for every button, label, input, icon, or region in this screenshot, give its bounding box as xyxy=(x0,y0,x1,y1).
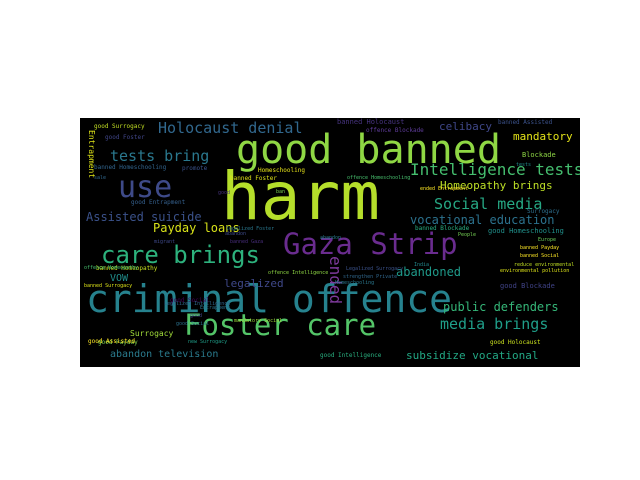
word: banned Foster xyxy=(230,175,277,182)
word: media brings xyxy=(440,315,549,333)
word: sale xyxy=(94,175,107,181)
word: good banned xyxy=(236,127,501,173)
word: banned Assisted xyxy=(498,119,553,126)
word: Holocaust denial xyxy=(158,119,303,137)
word: use xyxy=(118,170,173,205)
word: abandon xyxy=(320,235,342,241)
word: good Homeschooling xyxy=(488,227,564,235)
word: subsidize vocational xyxy=(406,349,539,362)
word: Social media xyxy=(434,195,543,213)
word: Foster care xyxy=(184,308,377,342)
word: abandoned xyxy=(396,265,462,279)
word: banned Gaza xyxy=(230,239,264,245)
word: good Entrapment xyxy=(131,199,186,206)
word: criminal offence xyxy=(86,277,453,321)
word: tests xyxy=(516,162,532,168)
word: Gaza Strip xyxy=(283,227,458,261)
word: legalized Foster xyxy=(226,226,275,232)
word: Homeopathy brings xyxy=(440,179,553,192)
word: celibacy xyxy=(439,120,492,133)
word: public defenders xyxy=(443,300,559,314)
word: banned Homeopathy xyxy=(96,265,158,272)
word: reduce environmental xyxy=(514,262,575,268)
word: abandon xyxy=(225,231,247,237)
word: good Assisted xyxy=(88,338,135,345)
word: banned Payday xyxy=(520,245,560,251)
word: People xyxy=(458,232,477,238)
word: good Surrogacy xyxy=(94,123,145,130)
word: environmental pollution xyxy=(500,268,570,274)
word: VOW xyxy=(110,273,129,284)
word: legalized xyxy=(224,277,284,290)
word: Homeschooling xyxy=(335,280,375,286)
word: Europe xyxy=(538,237,557,243)
word: banned Social xyxy=(520,253,560,259)
word: abandon television xyxy=(110,349,219,360)
word: good xyxy=(218,190,231,196)
word: Legalized Surrogacy xyxy=(346,266,404,272)
word: promote xyxy=(182,165,208,172)
word: ban xyxy=(276,189,286,195)
word: Entrapment xyxy=(200,305,231,311)
word: banned Surrogacy xyxy=(84,283,133,289)
word: good Blockade xyxy=(500,282,555,290)
word: good Payday xyxy=(98,339,138,346)
word: Payday loans xyxy=(153,221,240,235)
word: banned Blockade xyxy=(415,225,470,232)
word: vocational education xyxy=(410,213,555,227)
word: Surrogacy xyxy=(130,329,174,338)
word: good xyxy=(190,313,203,319)
word: banned Homeschooling xyxy=(94,164,167,171)
word: offence Intelligence xyxy=(268,270,329,276)
word: good Intelligence xyxy=(320,352,382,359)
word: offence Homeopathy xyxy=(84,265,139,271)
word: tests bring xyxy=(110,147,210,165)
word: Assisted suicide xyxy=(86,210,202,224)
word: good Foster xyxy=(105,134,145,141)
word: good Social xyxy=(176,321,210,327)
word: mandatory Social xyxy=(234,318,283,324)
word: offence Homeschooling xyxy=(347,175,411,181)
word: Surrogacy xyxy=(527,208,560,215)
word: harm xyxy=(221,158,380,235)
word: new Surrogacy xyxy=(188,339,228,345)
word: Blockade xyxy=(522,151,556,159)
word: ended Entrapment xyxy=(420,186,469,192)
word: good Social xyxy=(170,297,210,304)
word-cloud: harm criminal offence good banned Gaza S… xyxy=(80,118,580,367)
word: good Holocaust xyxy=(490,339,541,346)
word: India xyxy=(414,262,430,268)
word: Homeschooling xyxy=(258,167,305,174)
word: strengthen Private xyxy=(343,274,398,280)
word: care brings xyxy=(101,241,260,269)
word: Intelligence tests xyxy=(410,160,580,179)
word: Legalized Intelligence xyxy=(164,301,231,307)
word: mandatory xyxy=(513,130,573,143)
word: migrant xyxy=(154,239,176,245)
word: banned Holocaust xyxy=(337,118,405,126)
word: offence Blockade xyxy=(366,127,424,134)
